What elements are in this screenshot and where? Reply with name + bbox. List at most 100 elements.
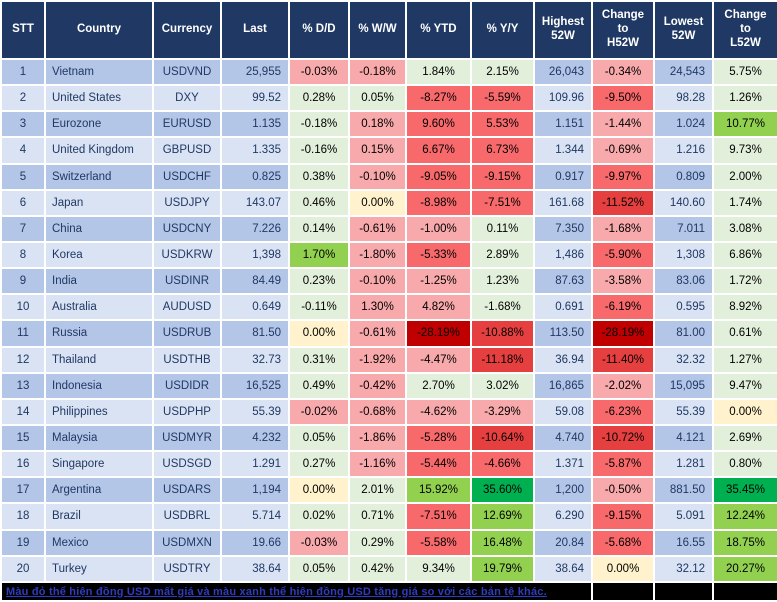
cell-lowest-52w: 0.595 — [653, 293, 714, 322]
table-row: 6 Japan USDJPY 143.07 0.46% 0.00% -8.98% -7.51%… — [0, 188, 777, 217]
cell-pct-ytd: 15.92% — [405, 476, 472, 505]
cell-pct-yy: -7.51% — [470, 188, 535, 217]
cell-currency: USDTRY — [152, 554, 222, 584]
cell-last: 4.232 — [220, 423, 290, 453]
cell-stt: 6 — [0, 188, 46, 217]
cell-highest-52w: 6.290 — [533, 502, 593, 531]
table-row: 18 Brazil USDBRL 5.714 0.02% 0.71% -7.51% 12.69… — [0, 502, 777, 531]
cell-pct-dd: -0.03% — [288, 57, 350, 87]
footer-note-link[interactable]: Màu đỏ thể hiện đồng USD mất giá và màu … — [6, 585, 547, 598]
table-row: 1 Vietnam USDVND 25,955 -0.03% -0.18% 1.84% 2.1… — [0, 57, 777, 87]
cell-change-l52w: 1.27% — [712, 345, 777, 374]
col-header-ww: % W/W — [348, 0, 407, 60]
cell-country: Mexico — [44, 528, 154, 557]
table-row: 4 United Kingdom GBPUSD 1.335 -0.16% 0.15% 6.6… — [0, 136, 777, 165]
cell-stt: 8 — [0, 240, 46, 270]
cell-change-l52w: 0.00% — [712, 397, 777, 426]
cell-last: 81.50 — [220, 319, 290, 348]
cell-highest-52w: 1.371 — [533, 450, 593, 479]
table-row: 13 Indonesia USDIDR 16,525 0.49% -0.42% 2.70% 3… — [0, 371, 777, 400]
cell-pct-ytd: 1.84% — [405, 57, 472, 87]
cell-stt: 15 — [0, 423, 46, 453]
cell-stt: 18 — [0, 502, 46, 531]
cell-highest-52w: 36.94 — [533, 345, 593, 374]
cell-pct-ww: -0.61% — [348, 214, 407, 243]
cell-pct-ww: -0.68% — [348, 397, 407, 426]
cell-pct-yy: -9.15% — [470, 162, 535, 191]
cell-currency: EURUSD — [152, 110, 222, 139]
cell-last: 1.135 — [220, 110, 290, 139]
cell-stt: 13 — [0, 371, 46, 400]
cell-last: 32.73 — [220, 345, 290, 374]
cell-pct-yy: 0.11% — [470, 214, 535, 243]
cell-pct-dd: 0.00% — [288, 319, 350, 348]
cell-last: 0.649 — [220, 293, 290, 322]
col-header-lowest-52w: Lowest 52W — [653, 0, 714, 60]
cell-country: Korea — [44, 240, 154, 270]
cell-currency: USDSGD — [152, 450, 222, 479]
cell-currency: USDTHB — [152, 345, 222, 374]
table-row: 10 Australia AUDUSD 0.649 -0.11% 1.30% 4.82% -1… — [0, 293, 777, 322]
table-row: 2 United States DXY 99.52 0.28% 0.05% -8.27% -5… — [0, 84, 777, 113]
cell-pct-yy: 12.69% — [470, 502, 535, 531]
cell-pct-dd: -0.11% — [288, 293, 350, 322]
table-row: 14 Philippines USDPHP 55.39 -0.02% -0.68% -4.6… — [0, 397, 777, 426]
cell-lowest-52w: 7.011 — [653, 214, 714, 243]
cell-highest-52w: 0.917 — [533, 162, 593, 191]
cell-lowest-52w: 0.809 — [653, 162, 714, 191]
cell-change-h52w: -6.23% — [591, 397, 655, 426]
cell-lowest-52w: 881.50 — [653, 476, 714, 505]
cell-pct-ww: -1.16% — [348, 450, 407, 479]
cell-pct-ytd: -5.44% — [405, 450, 472, 479]
cell-stt: 16 — [0, 450, 46, 479]
cell-country: India — [44, 267, 154, 296]
table-row: 20 Turkey USDTRY 38.64 0.05% 0.42% 9.34% 19.79%… — [0, 554, 777, 584]
cell-change-h52w: -9.50% — [591, 84, 655, 113]
header-row: STT Country Currency Last % D/D % W/W % … — [0, 0, 777, 60]
cell-stt: 17 — [0, 476, 46, 505]
cell-pct-ytd: 2.70% — [405, 371, 472, 400]
cell-currency: USDINR — [152, 267, 222, 296]
col-header-country: Country — [44, 0, 154, 60]
cell-pct-dd: -0.02% — [288, 397, 350, 426]
cell-change-h52w: -3.58% — [591, 267, 655, 296]
cell-change-l52w: 2.00% — [712, 162, 777, 191]
cell-last: 84.49 — [220, 267, 290, 296]
cell-change-h52w: -11.40% — [591, 345, 655, 374]
cell-pct-dd: -0.18% — [288, 110, 350, 139]
cell-highest-52w: 113.50 — [533, 319, 593, 348]
cell-currency: USDCNY — [152, 214, 222, 243]
cell-stt: 11 — [0, 319, 46, 348]
cell-change-h52w: -28.19% — [591, 319, 655, 348]
cell-last: 19.66 — [220, 528, 290, 557]
cell-highest-52w: 20.84 — [533, 528, 593, 557]
cell-change-h52w: -0.34% — [591, 57, 655, 87]
cell-change-h52w: -9.97% — [591, 162, 655, 191]
cell-currency: USDRUB — [152, 319, 222, 348]
cell-change-l52w: 1.26% — [712, 84, 777, 113]
col-header-yy: % Y/Y — [470, 0, 535, 60]
cell-pct-ytd: -28.19% — [405, 319, 472, 348]
cell-pct-dd: 0.46% — [288, 188, 350, 217]
cell-lowest-52w: 24,543 — [653, 57, 714, 87]
cell-change-l52w: 6.86% — [712, 240, 777, 270]
cell-change-l52w: 10.77% — [712, 110, 777, 139]
cell-currency: USDCHF — [152, 162, 222, 191]
cell-change-h52w: -1.44% — [591, 110, 655, 139]
cell-change-l52w: 8.92% — [712, 293, 777, 322]
cell-change-l52w: 20.27% — [712, 554, 777, 584]
col-header-change-to-l52w: Change to L52W — [712, 0, 777, 60]
cell-pct-ytd: -1.00% — [405, 214, 472, 243]
footer-empty-cell — [591, 581, 655, 602]
cell-lowest-52w: 55.39 — [653, 397, 714, 426]
table-row: 11 Russia USDRUB 81.50 0.00% -0.61% -28.19% -10… — [0, 319, 777, 348]
cell-pct-yy: -5.59% — [470, 84, 535, 113]
cell-change-l52w: 1.74% — [712, 188, 777, 217]
cell-country: Switzerland — [44, 162, 154, 191]
cell-pct-yy: 6.73% — [470, 136, 535, 165]
cell-pct-ww: 0.15% — [348, 136, 407, 165]
cell-country: Argentina — [44, 476, 154, 505]
cell-last: 25,955 — [220, 57, 290, 87]
cell-highest-52w: 1.151 — [533, 110, 593, 139]
